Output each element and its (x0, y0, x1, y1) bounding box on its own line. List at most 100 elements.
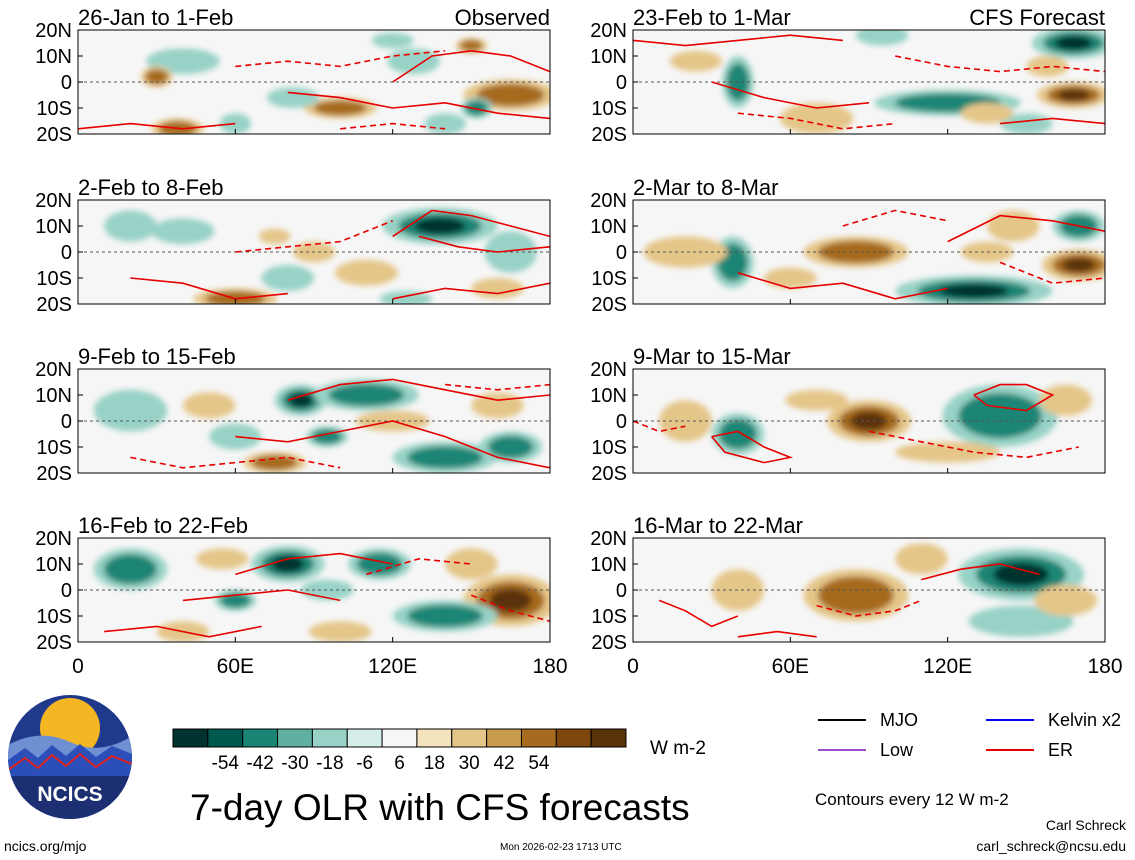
y-tick-label: 20S (36, 463, 72, 485)
er-contour (78, 122, 236, 130)
colorbar-tick-label: 30 (459, 753, 480, 774)
olr-anomaly-blob (779, 102, 854, 134)
olr-anomaly-blob (719, 419, 757, 449)
panel-title: 9-Mar to 15-Mar (633, 344, 791, 369)
olr-anomaly-blob (958, 393, 1042, 439)
er-contour (392, 209, 550, 238)
olr-anomaly-blob (414, 217, 466, 235)
y-tick-label: 20S (36, 632, 72, 654)
colorbar-swatch (486, 728, 522, 748)
olr-anomaly-blob (289, 393, 313, 408)
panel-title: 9-Feb to 15-Feb (78, 344, 236, 369)
olr-anomaly-blob (182, 392, 236, 419)
site-link[interactable]: ncics.org/mjo (4, 838, 87, 854)
olr-anomaly-blob (1062, 258, 1095, 272)
olr-anomaly-blob (855, 30, 909, 46)
er-contour (737, 112, 896, 130)
colorbar-units: W m-2 (650, 738, 706, 759)
panel-title: 16-Feb to 22-Feb (78, 513, 248, 538)
y-tick-label: 20N (590, 20, 627, 42)
colorbar-swatch (520, 728, 557, 748)
olr-anomaly-blob (151, 218, 215, 245)
colorbar-swatch (346, 728, 383, 748)
olr-anomaly-blob (387, 48, 440, 75)
olr-anomaly-blob (328, 383, 405, 407)
olr-anomaly-blob (313, 100, 367, 116)
olr-anomaly-blob (261, 265, 314, 291)
colorbar-tick-label: -54 (212, 753, 240, 774)
olr-anomaly-blob (145, 69, 168, 85)
y-tick-label: 10N (590, 216, 627, 238)
olr-anomaly-blob (1039, 384, 1092, 416)
map-panel: 2-Feb to 8-Feb 20N 10N 0 10S 20S (35, 175, 551, 316)
colorbar-swatch (172, 728, 209, 748)
colorbar-swatch (277, 728, 313, 748)
olr-anomaly-blob (818, 576, 894, 614)
er-contour (235, 552, 393, 576)
y-tick-label: 20S (36, 294, 72, 316)
colorbar-swatch (590, 728, 627, 748)
er-contour (182, 589, 341, 602)
y-tick-label: 10S (591, 98, 627, 120)
er-contour (392, 49, 550, 83)
er-contour (445, 383, 550, 391)
y-tick-label: 20N (590, 359, 627, 381)
y-tick-label: 10S (591, 606, 627, 628)
er-contour (471, 594, 550, 622)
panel-tag: Observed (455, 5, 550, 30)
er-contour (130, 456, 341, 469)
olr-anomaly-blob (104, 554, 157, 585)
legend-label: MJO (880, 710, 918, 730)
x-tick-label: 120E (368, 655, 417, 678)
map-panel: 16-Feb to 22-Feb 20N 10N 0 10S 20S (35, 513, 551, 654)
y-tick-label: 10S (36, 437, 72, 459)
y-tick-label: 20S (591, 463, 627, 485)
y-tick-label: 10N (35, 385, 72, 407)
er-contour (633, 420, 686, 433)
olr-anomaly-blob (465, 100, 488, 116)
colorbar-tick-label: -18 (316, 753, 343, 774)
er-contour (287, 378, 550, 402)
olr-anomaly-blob (669, 50, 723, 72)
y-tick-label: 0 (616, 242, 627, 264)
y-tick-label: 0 (61, 242, 72, 264)
olr-anomaly-blob (1000, 113, 1053, 134)
olr-anomaly-blob (334, 259, 398, 286)
y-tick-label: 10S (591, 268, 627, 290)
olr-anomaly-blob (1057, 89, 1090, 101)
colorbar-tick-label: 18 (424, 753, 445, 774)
olr-anomaly-blob (476, 83, 545, 107)
y-tick-label: 10S (591, 437, 627, 459)
er-contour (711, 430, 794, 464)
olr-anomaly-blob (1034, 584, 1098, 617)
legend-label: Kelvin x2 (1048, 710, 1121, 730)
x-tick-label: 120E (923, 655, 972, 678)
olr-anomaly-blob (371, 32, 414, 49)
er-contour (711, 81, 870, 109)
panel-title: 2-Feb to 8-Feb (78, 175, 224, 200)
er-contour (921, 563, 1040, 581)
x-tick-label: 60E (217, 655, 254, 678)
er-contour (947, 214, 1105, 243)
y-tick-label: 20N (590, 528, 627, 550)
er-contour (633, 34, 843, 47)
y-tick-label: 10N (590, 385, 627, 407)
y-tick-label: 0 (616, 411, 627, 433)
colorbar-swatch (416, 728, 453, 748)
legend-label: ER (1048, 740, 1073, 760)
panel-title: 2-Mar to 8-Mar (633, 175, 778, 200)
y-tick-label: 20S (591, 632, 627, 654)
y-tick-label: 10S (36, 268, 72, 290)
y-tick-label: 20S (591, 124, 627, 146)
map-panel: 9-Feb to 15-Feb 20N 10N 0 10S 20S (35, 344, 551, 485)
y-tick-label: 10N (35, 554, 72, 576)
er-contour (235, 220, 393, 253)
colorbar-swatch (555, 728, 592, 748)
olr-anomaly-blob (460, 39, 483, 52)
er-contour (366, 557, 472, 576)
colorbar-swatch (381, 728, 418, 748)
colorbar-tick-label: -42 (246, 753, 273, 774)
main-title: 7-day OLR with CFS forecasts (190, 787, 690, 828)
er-contour (999, 261, 1105, 285)
